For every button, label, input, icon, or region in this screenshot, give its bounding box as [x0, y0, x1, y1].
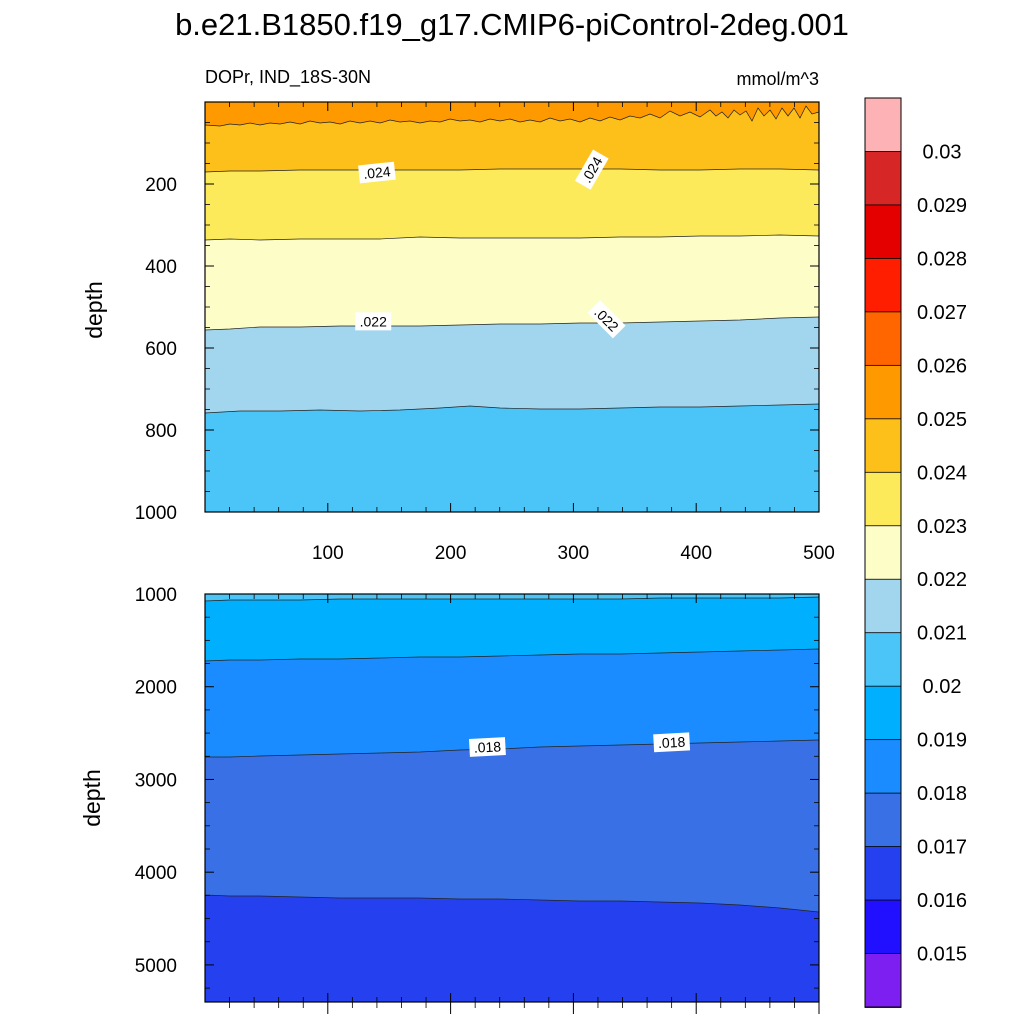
upper-contour-label-bg: [575, 149, 609, 190]
upper-contour-fill: .024.024.022.022: [205, 102, 819, 512]
upper-contour-label-bg: [358, 161, 396, 184]
colorbar-swatch: [864, 899, 902, 955]
lower-y-tick-label: 3000: [135, 770, 177, 791]
upper-axes: 200 400 600 800 1000 100 200 300 400 500: [135, 101, 835, 564]
colorbar-swatch: [864, 953, 902, 1008]
upper-y-tick-label: 400: [145, 257, 177, 278]
colorbar-swatch: [864, 739, 902, 795]
lower-y-tick-label: 5000: [135, 956, 177, 977]
colorbar-swatch: [864, 525, 902, 581]
upper-contour-label: .022: [355, 312, 392, 331]
lower-contour-label-text: .018: [473, 738, 501, 755]
upper-y-tick-label: 200: [145, 175, 177, 196]
colorbar-frame: [864, 97, 902, 1008]
colorbar-label: 0.026: [917, 355, 967, 377]
lower-contour-label-bg: [468, 737, 506, 757]
upper-contour-label-text: .024: [363, 163, 392, 182]
upper-y-tick-label: 1000: [135, 503, 177, 524]
band-0.019-0.020: [205, 594, 819, 661]
colorbar-label: 0.022: [917, 569, 967, 591]
colorbar-label: 0.027: [917, 302, 967, 324]
upper-contour-label-bg: [587, 300, 626, 339]
colorbar-label: 0.017: [917, 837, 967, 859]
colorbar-label: 0.028: [917, 248, 967, 270]
colorbar-swatch: [864, 97, 902, 153]
colorbar-swatch: [864, 846, 902, 901]
colorbar-label: 0.025: [917, 409, 967, 431]
upper-x-tick-label: 500: [803, 543, 835, 564]
upper-contour-label-bg: [355, 312, 392, 331]
upper-x-tick-label: 200: [435, 543, 467, 564]
lower-y-tick-label: 2000: [135, 678, 177, 699]
lower-y-tick-label: 4000: [135, 863, 177, 884]
lower-contour-label: .018: [468, 737, 506, 757]
colorbar-label: 0.024: [917, 462, 967, 484]
lower-contour-labels: .018 .018: [468, 732, 691, 757]
colorbar-swatch: [864, 204, 902, 260]
colorbar-swatch: [864, 151, 902, 206]
lower-depth-panel: .018 .018 1000 2000 3000 4000 5000 depth: [79, 585, 820, 1014]
colorbar-label: 0.021: [917, 623, 967, 645]
colorbar-swatch: [864, 471, 902, 527]
colorbar-swatch: [864, 258, 902, 313]
colorbar-swatch: [864, 792, 902, 848]
upper-x-tick-label: 300: [558, 543, 590, 564]
lower-y-tick-label: 1000: [135, 585, 177, 606]
colorbar-swatch: [864, 632, 902, 688]
units-label: mmol/m^3: [737, 69, 819, 89]
colorbar-label: 0.018: [917, 783, 967, 805]
colorbar-swatch: [864, 578, 902, 634]
upper-contour-label: .024: [358, 161, 396, 184]
upper-contour-label-text: .022: [360, 313, 387, 329]
colorbar-label: 0.023: [917, 516, 967, 538]
colorbar: 0.03 0.029 0.028 0.027 0.026 0.025 0.024 0.023 0…: [864, 97, 967, 1008]
lower-contour-label-text: .018: [658, 734, 686, 751]
upper-y-axis-title: depth: [81, 281, 107, 339]
lower-contour-fill: .018 .018: [205, 594, 819, 1002]
band-0.020-0.021: [205, 594, 819, 601]
colorbar-swatch: [864, 418, 902, 474]
colorbar-label: 0.029: [917, 195, 967, 217]
upper-x-tick-label: 100: [312, 543, 344, 564]
figure-title: b.e21.B1850.f19_g17.CMIP6-piControl-2deg…: [175, 7, 849, 42]
upper-x-tick-label: 400: [680, 543, 712, 564]
colorbar-label: 0.016: [917, 890, 967, 912]
lower-y-axis-title: depth: [79, 769, 105, 827]
colorbar-swatch: [864, 311, 902, 367]
lower-plot-frame: [204, 593, 820, 1003]
lower-contour-label-bg: [653, 732, 691, 753]
upper-y-tick-label: 800: [145, 421, 177, 442]
upper-y-tick-label: 600: [145, 339, 177, 360]
band-0.026-0.027: [205, 102, 819, 126]
colorbar-swatch: [864, 685, 902, 741]
upper-contour-lines: [205, 105, 819, 414]
variable-region-label: DOPr, IND_18S-30N: [205, 67, 371, 88]
lower-contour-label: .018: [653, 732, 691, 753]
colorbar-swatch: [864, 364, 902, 420]
lower-axes: 1000 2000 3000 4000 5000: [135, 585, 820, 1014]
colorbar-label: 0.019: [917, 730, 967, 752]
colorbar-label: 0.015: [917, 944, 967, 966]
colorbar-label: 0.02: [923, 676, 962, 698]
colorbar-label: 0.03: [923, 141, 962, 163]
